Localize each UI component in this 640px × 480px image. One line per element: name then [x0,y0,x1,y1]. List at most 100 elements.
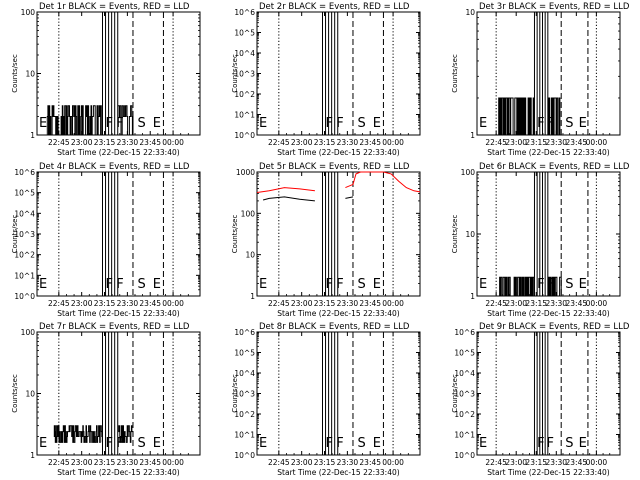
y-tick-label: 10^1 [234,111,255,120]
x-tick-label: 23:15 [314,299,336,308]
x-tick-label: 23:00 [505,299,527,308]
panel-title: Det 7r BLACK = Events, RED = LLD [39,322,190,332]
y-tick-label: 10^6 [234,8,255,17]
event-marker-label: E [39,116,47,131]
y-tick-label: 10^3 [234,390,255,399]
event-marker-label: F [326,116,333,131]
panel-3: Det 3r BLACK = Events, RED = LLD Counts/s… [451,2,630,157]
y-axis-label: Counts/sec [11,374,19,413]
event-marker-label: E [579,116,587,131]
x-axis-label: Start Time (22-Dec-15 22:33:40) [277,468,399,477]
x-tick-label: 23:45 [566,299,588,308]
y-tick-label: 1 [30,131,35,140]
x-tick-label: 23:45 [566,138,588,147]
x-axis-label: Start Time (22-Dec-15 22:33:40) [57,309,179,318]
y-tick-label: 100 [241,209,256,218]
event-marker-label: F [106,436,113,451]
x-tick-label: 23:30 [337,458,359,467]
x-tick-label: 23:45 [139,138,161,147]
panel-1: Det 1r BLACK = Events, RED = LLD Counts/s… [11,2,201,157]
x-tick-label: 23:45 [139,458,161,467]
event-marker-label: F [116,436,123,451]
y-axis-label: Counts/sec [231,54,239,93]
x-tick-label: 22:45 [485,299,507,308]
panels: Det 1r BLACK = Events, RED = LLD Counts/s… [11,2,630,477]
x-tick-label: 23:15 [94,458,116,467]
y-axis-label: Counts/sec [231,215,239,254]
event-marker-label: F [106,116,113,131]
event-marker-label: S [358,277,366,292]
x-tick-label: 00:00 [162,458,184,467]
x-tick-label: 00:00 [382,138,404,147]
x-tick-label: 00:00 [586,299,608,308]
panel-7: Det 7r BLACK = Events, RED = LLD Counts/s… [11,322,201,477]
y-tick-label: 10^2 [14,251,35,260]
x-tick-label: 23:45 [139,299,161,308]
series-line-lld [256,171,421,193]
event-marker-label: S [565,277,573,292]
event-marker-label: F [537,277,544,292]
y-tick-label: 1 [470,292,475,301]
x-tick-label: 23:30 [117,138,139,147]
event-marker-label: E [579,277,587,292]
event-marker-label: S [138,116,146,131]
x-tick-label: 00:00 [382,299,404,308]
y-tick-label: 10^4 [454,369,475,378]
x-axis-label: Start Time (22-Dec-15 22:33:40) [277,309,399,318]
x-axis-label: Start Time (22-Dec-15 22:33:40) [57,468,179,477]
y-tick-label: 10^0 [14,292,35,301]
event-marker-label: E [153,116,161,131]
x-tick-label: 23:00 [71,138,93,147]
event-marker-label: S [138,277,146,292]
event-marker-label: F [336,116,343,131]
x-tick-label: 23:30 [337,138,359,147]
y-tick-label: 10^1 [234,431,255,440]
x-tick-label: 22:45 [268,138,290,147]
y-tick-label: 1 [250,292,255,301]
y-tick-label: 10^3 [454,390,475,399]
event-marker-label: E [579,436,587,451]
panel-4: Det 4r BLACK = Events, RED = LLD Counts/s… [11,162,201,318]
x-axis-label: Start Time (22-Dec-15 22:33:40) [277,148,399,157]
event-marker-label: F [116,116,123,131]
event-marker-label: F [106,277,113,292]
x-tick-label: 22:45 [48,458,70,467]
event-marker-label: F [336,277,343,292]
y-tick-label: 10^2 [234,410,255,419]
x-tick-label: 23:30 [117,299,139,308]
x-tick-label: 23:45 [359,458,381,467]
y-tick-label: 10^0 [454,451,475,460]
y-tick-label: 1000 [236,168,255,177]
y-tick-label: 10^3 [234,70,255,79]
x-tick-label: 23:45 [359,138,381,147]
panel-9: Det 9r BLACK = Events, RED = LLD Counts/s… [451,322,630,477]
panel-title: Det 9r BLACK = Events, RED = LLD [479,322,630,332]
y-tick-label: 10^6 [14,168,35,177]
x-axis-label: Start Time (22-Dec-15 22:33:40) [57,148,179,157]
series-line-events [262,196,354,202]
y-tick-label: 10 [465,8,475,17]
y-tick-label: 10^4 [14,209,35,218]
y-tick-label: 100 [21,8,36,17]
event-marker-label: E [373,116,381,131]
event-marker-label: E [153,277,161,292]
x-tick-label: 00:00 [382,458,404,467]
event-marker-label: S [358,436,366,451]
x-tick-label: 23:15 [525,299,547,308]
event-marker-label: F [546,436,553,451]
y-tick-label: 10^5 [234,29,255,38]
x-tick-label: 23:30 [337,299,359,308]
y-tick-label: 10^4 [234,369,255,378]
x-axis-label: Start Time (22-Dec-15 22:33:40) [487,148,609,157]
y-axis-label: Counts/sec [451,374,459,413]
x-tick-label: 00:00 [586,138,608,147]
x-tick-label: 23:15 [314,458,336,467]
series-line-events [498,276,562,297]
plot-frame [256,171,421,297]
event-marker-label: F [546,116,553,131]
x-tick-label: 22:45 [268,299,290,308]
y-tick-label: 10^3 [14,230,35,239]
event-marker-label: F [537,116,544,131]
panel-title: Det 1r BLACK = Events, RED = LLD [39,2,190,12]
